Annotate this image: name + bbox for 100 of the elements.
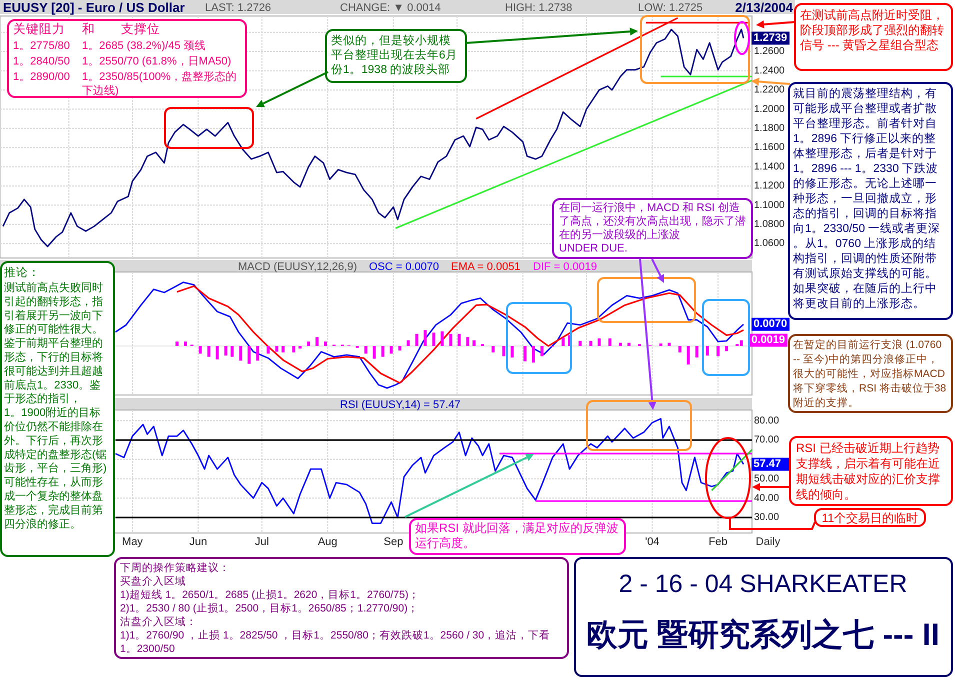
- text: 2)1。2530 / 80 (止损1。2500，目标1。2650/85；1.2770/90)；: [120, 602, 419, 614]
- text: 在测试前高点附近时受阻，阶段顶部形成了强烈的翻转信号 --- 黄昏之星组合型态: [800, 8, 944, 52]
- y-tick-label: 30.00: [754, 512, 780, 524]
- bar: [532, 346, 535, 363]
- bar: [406, 340, 410, 346]
- bar: [224, 346, 228, 356]
- bar: [562, 338, 565, 346]
- annotation: 1。2840/50: [13, 56, 70, 68]
- bar: [415, 334, 418, 346]
- text: 沽盘介入区域：: [120, 615, 197, 628]
- y-tick-label: 1.1400: [754, 161, 786, 172]
- bar: [266, 346, 270, 354]
- text: 下周的操作策略建议：: [120, 561, 230, 574]
- annotation: 1。2890/00: [13, 71, 70, 83]
- text: RSI 已经击破近期上行趋势支撑线，启示着有可能在近期短线击破对应的汇价支撑线的倾向。: [796, 441, 940, 502]
- bar: [230, 346, 234, 357]
- x-tick-label: '04: [645, 536, 660, 548]
- y-tick-label: 1.0600: [754, 238, 786, 250]
- bar: [449, 334, 452, 346]
- y-tick-label: 70.00: [754, 434, 780, 446]
- x-tick-label: Jun: [189, 536, 208, 548]
- bar: [248, 346, 251, 364]
- y-tick-label: 1.0800: [754, 219, 786, 230]
- bar: [466, 337, 470, 346]
- y-tick-label: 50.00: [754, 473, 780, 484]
- bar: [686, 346, 690, 364]
- y-tick-label: 1.2600: [754, 46, 786, 58]
- bar: [398, 346, 402, 350]
- y-tick-label: 80.00: [754, 415, 780, 426]
- text: 买盘介入区域: [120, 574, 186, 588]
- annotation: 和: [82, 22, 95, 36]
- bar: [175, 342, 178, 346]
- annotation: 1。2775/80: [13, 40, 70, 52]
- bar: [502, 346, 506, 356]
- text: 测试前高点失败同时引起的翻转形态，指引着展开另一波向下修正的可能性很大。鉴于前期平台整理的形态，下行的目标将很可能达到并且超越前底点1。2330。鉴于形态的指引，1。1900附近的目标价位仍然不能排除在外。下行后，再次形成特定的盘整形态(锯齿形，平台，三角形)可能性存在，从而形成一个复杂的整体盘整形态，完成目前第四分浪的修正。: [4, 282, 107, 530]
- bar: [390, 346, 393, 354]
- bar: [239, 346, 242, 361]
- bar: [659, 343, 662, 346]
- bar: [608, 338, 612, 346]
- text: 2 - 16 - 04 SHARKEATER: [618, 570, 908, 598]
- bar: [324, 342, 328, 346]
- text: LOW: 1.2725: [638, 2, 703, 14]
- bar: [256, 346, 260, 361]
- bar: [578, 340, 582, 346]
- bar: [216, 346, 219, 360]
- text: OSC = 0.0070: [369, 261, 440, 273]
- annotation: 在同一运行浪中，MACD 和 RSI 创造了高点，还没有次高点出现，隐示了潜在的另一波段级的上涨波 UNDER DUE.: [559, 201, 746, 254]
- y-tick-label: 1.1600: [754, 142, 786, 154]
- bar: [725, 346, 728, 352]
- chart-title: RSI (EUUSY,14) = 57.47: [340, 399, 461, 411]
- bar: [627, 342, 630, 346]
- bar: [207, 346, 210, 357]
- bar: [381, 346, 384, 357]
- bar: [740, 340, 743, 346]
- y-tick-label: 1.2200: [754, 84, 786, 96]
- bar: [307, 342, 310, 346]
- bar: [668, 342, 671, 346]
- annotation: 1。2685 (38.2%)/45 颈线: [82, 39, 206, 52]
- annotation: 1.2739: [754, 32, 788, 44]
- annotation: 支撑位: [121, 22, 160, 36]
- y-tick-label: 1.1000: [754, 200, 786, 211]
- bar: [424, 330, 427, 346]
- bar: [372, 346, 376, 359]
- bar: [716, 346, 720, 356]
- bar: [458, 334, 461, 346]
- annotation: 1。2550/70 (61.8%，日MA50): [82, 56, 232, 68]
- text: EMA = 0.0051: [451, 261, 520, 273]
- bar: [316, 337, 319, 346]
- x-tick-label: May: [122, 536, 144, 548]
- annotation: 0.0019: [751, 334, 786, 346]
- bar: [678, 346, 682, 352]
- bar: [275, 346, 278, 352]
- chart-title: MACD (EUUSY,12,26,9): [238, 261, 358, 273]
- bar: [706, 346, 709, 356]
- bar: [432, 332, 436, 346]
- text: 11个交易日的临时: [822, 511, 918, 525]
- annotation: 类似的，但是较小规模平台整理出现在去年6月份1。1938 的波段头部: [331, 34, 458, 76]
- annotation: 1。2350/85(100%，盘整形态的下边线): [82, 70, 237, 97]
- annotation: 如果RSI 就此回落，满足对应的反弹波运行高度。: [415, 521, 618, 550]
- bar: [695, 346, 698, 358]
- bar: [198, 346, 202, 354]
- text: 推论：: [4, 266, 40, 279]
- y-tick-label: 1.1200: [754, 180, 786, 192]
- y-tick-label: 40.00: [754, 492, 780, 504]
- x-tick-label: Feb: [708, 536, 728, 548]
- y-tick-label: 1.2000: [754, 104, 786, 115]
- y-tick-label: 1.1800: [754, 123, 786, 134]
- text: CHANGE: ▼ 0.0014: [340, 2, 441, 14]
- bar: [298, 346, 302, 349]
- text: 就目前的震荡整理结构，有可能形成平台整理或者扩散平台整理形态。前者针对自1。2896 下行修正以来的整体整理形态，后者是针对于1。2896 --- 1。2330 下跌波的修正形态。无论上述哪一种形态，一旦回撤成立，形态的指引，回调的目标将指向1。2330/50 一线或者更深。从1。0760 上涨形成的结构指引，回调的性质还附带有测试原始支撑线的可能。如果突破，在随后的上行中将更改目前的上涨形态。: [793, 88, 940, 310]
- bar: [510, 346, 514, 358]
- bar: [618, 342, 622, 346]
- y-tick-label: 1.2400: [754, 65, 786, 76]
- bar: [540, 346, 544, 356]
- text: 1)1。2760/90 ，止损 1。2825/50 ，目标1。2550/80；有效跌破1。2560 / 30，追沽，下看1。2300/50: [120, 628, 550, 655]
- text: 1)超短线 1。2650/1。2685 (止损1。2620，目标1。2760/75)；: [120, 588, 420, 601]
- annotation: 57.47: [754, 458, 782, 470]
- bar: [440, 331, 444, 346]
- x-tick-label: Sep: [384, 536, 404, 548]
- text: Daily: [756, 536, 781, 548]
